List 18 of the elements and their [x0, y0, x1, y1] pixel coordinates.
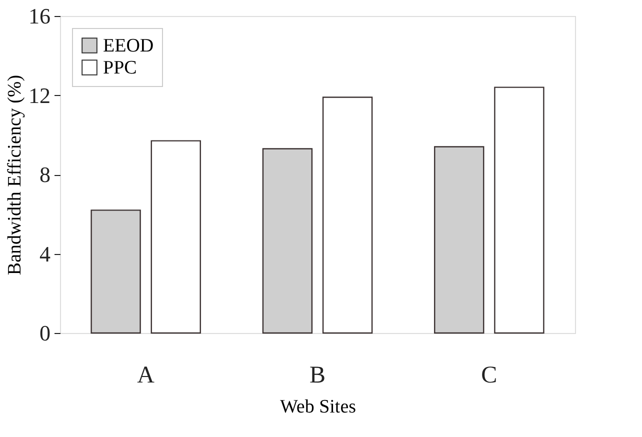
y-tick-label: 4 — [40, 241, 50, 266]
y-axis-title: Bandwidth Efficiency (%) — [4, 74, 26, 276]
bar — [262, 148, 313, 334]
x-axis-title: Web Sites — [280, 396, 356, 418]
x-tick-label: B — [309, 362, 326, 388]
bar — [150, 140, 201, 334]
legend-label: EEOD — [103, 36, 154, 56]
bar — [322, 96, 373, 334]
y-tick-label: 8 — [40, 162, 50, 187]
bar — [90, 210, 141, 334]
legend-label: PPC — [103, 58, 137, 78]
y-tick-label: 12 — [28, 82, 50, 108]
bar — [494, 86, 544, 334]
y-tick-label: 0 — [40, 320, 50, 346]
x-tick-label: A — [137, 362, 156, 388]
bar — [434, 146, 484, 334]
y-tick-label: 16 — [28, 4, 50, 28]
x-tick-label: C — [481, 362, 498, 388]
